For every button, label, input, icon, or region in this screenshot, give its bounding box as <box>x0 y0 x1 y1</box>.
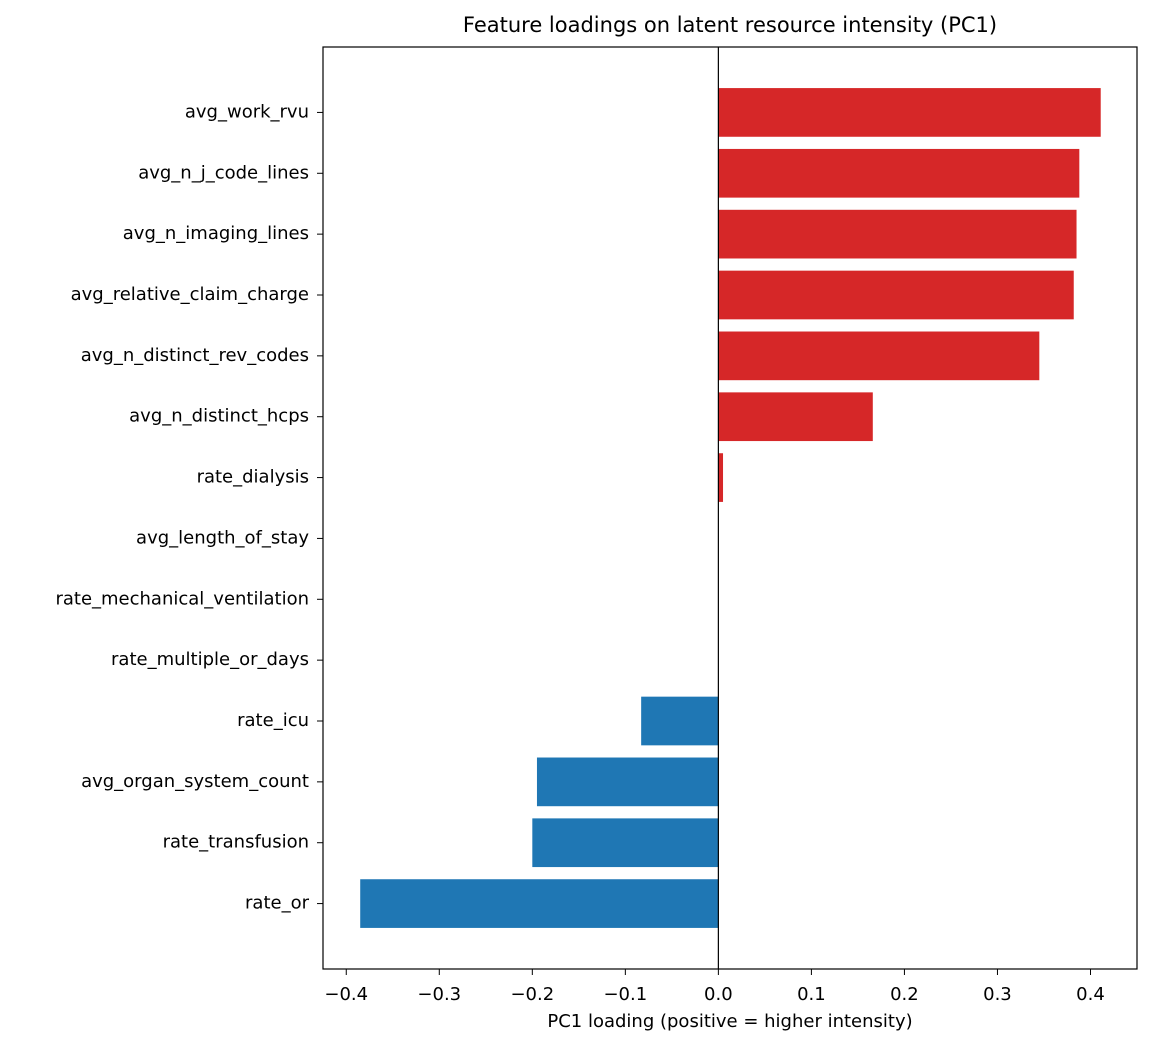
y-tick-label: rate_multiple_or_days <box>111 649 309 670</box>
x-tick-label: −0.1 <box>603 984 647 1005</box>
y-tick-label: avg_n_imaging_lines <box>123 223 309 244</box>
chart-title: Feature loadings on latent resource inte… <box>463 13 997 37</box>
y-tick-label: avg_length_of_stay <box>136 527 309 548</box>
x-tick-label: 0.4 <box>1076 984 1105 1005</box>
y-tick-label: avg_n_j_code_lines <box>138 162 309 183</box>
x-axis-label: PC1 loading (positive = higher intensity… <box>547 1011 912 1032</box>
x-tick-label: −0.4 <box>324 984 368 1005</box>
bar <box>718 270 1074 320</box>
y-tick-label: rate_dialysis <box>197 467 309 488</box>
x-tick-label: 0.3 <box>983 984 1012 1005</box>
bar <box>718 148 1080 198</box>
y-tick-label: rate_icu <box>237 710 309 731</box>
bar <box>718 331 1040 381</box>
bar <box>536 757 719 807</box>
x-tick-label: −0.3 <box>417 984 461 1005</box>
bar <box>360 879 719 928</box>
bar <box>532 818 719 868</box>
y-tick-label: avg_n_distinct_hcps <box>129 406 309 427</box>
y-tick-label: rate_or <box>245 893 310 914</box>
y-tick-label: avg_organ_system_count <box>81 771 309 792</box>
bar <box>718 392 873 442</box>
y-tick-label: avg_n_distinct_rev_codes <box>81 345 309 366</box>
bar <box>641 696 719 746</box>
y-tick-label: avg_relative_claim_charge <box>71 284 309 305</box>
y-tick-label: avg_work_rvu <box>185 101 309 122</box>
x-tick-label: −0.2 <box>510 984 554 1005</box>
x-tick-label: 0.1 <box>797 984 826 1005</box>
bar <box>718 453 724 502</box>
plot-frame <box>322 46 1138 970</box>
x-tick-label: 0.0 <box>704 984 733 1005</box>
x-tick-label: 0.2 <box>890 984 919 1005</box>
y-tick-label: rate_transfusion <box>163 832 309 853</box>
bar <box>718 209 1077 259</box>
bar <box>718 88 1101 137</box>
y-tick-label: rate_mechanical_ventilation <box>55 588 309 609</box>
